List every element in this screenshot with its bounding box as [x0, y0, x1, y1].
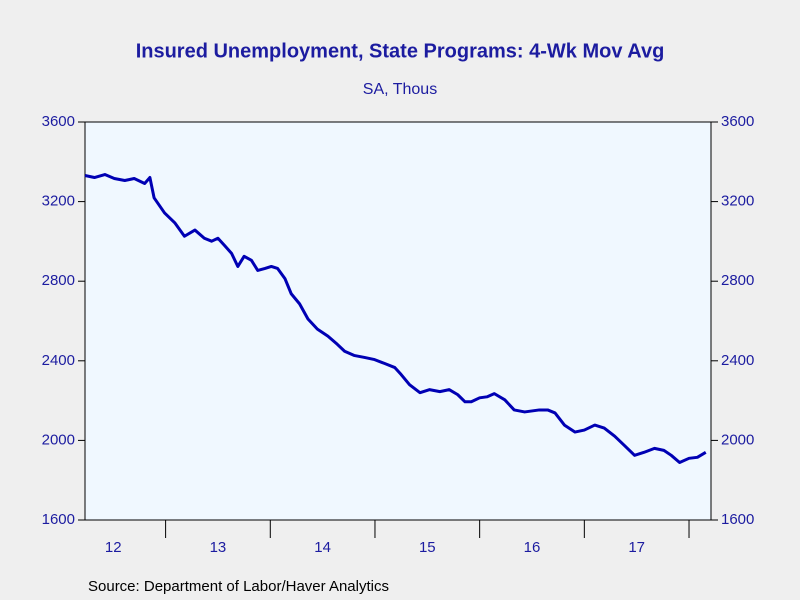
y-tick-label-right: 3200	[721, 193, 754, 210]
chart-title: Insured Unemployment, State Programs: 4-…	[136, 40, 665, 62]
y-tick-label-right: 1600	[721, 511, 754, 528]
y-tick-label-right: 2800	[721, 272, 754, 289]
y-tick-label: 2800	[42, 272, 75, 289]
y-tick-label: 2400	[42, 352, 75, 369]
y-tick-label: 2000	[42, 431, 75, 448]
plot-area	[84, 121, 712, 521]
x-tick-label: 13	[210, 539, 227, 556]
x-tick-label: 15	[419, 539, 436, 556]
data-line	[84, 173, 707, 464]
source-note: Source: Department of Labor/Haver Analyt…	[88, 578, 389, 595]
y-tick-label: 1600	[42, 511, 75, 528]
y-tick-label: 3200	[42, 193, 75, 210]
x-tick-label: 17	[628, 539, 645, 556]
y-tick-label-right: 2400	[721, 352, 754, 369]
y-tick-label: 3600	[42, 113, 75, 130]
x-tick-label: 14	[314, 539, 331, 556]
y-tick-label-right: 3600	[721, 113, 754, 130]
x-tick-label: 16	[524, 539, 541, 556]
y-tick-label-right: 2000	[721, 431, 754, 448]
x-tick-label: 12	[105, 539, 122, 556]
chart-subtitle: SA, Thous	[363, 81, 437, 98]
